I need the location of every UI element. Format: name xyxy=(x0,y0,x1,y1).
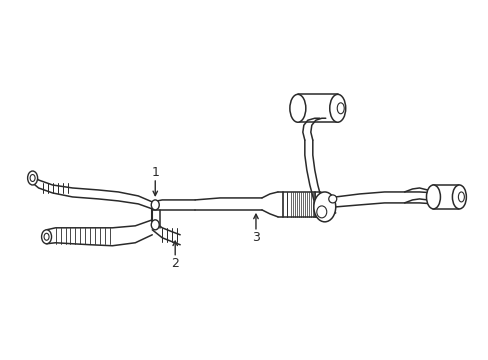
Ellipse shape xyxy=(289,94,305,122)
Ellipse shape xyxy=(44,233,49,240)
Ellipse shape xyxy=(451,185,466,209)
Ellipse shape xyxy=(337,103,344,114)
Ellipse shape xyxy=(30,175,35,181)
Ellipse shape xyxy=(41,230,51,244)
Ellipse shape xyxy=(313,192,335,222)
Ellipse shape xyxy=(457,192,464,202)
Circle shape xyxy=(328,195,336,203)
Text: 2: 2 xyxy=(171,257,179,270)
Ellipse shape xyxy=(426,185,440,209)
Ellipse shape xyxy=(329,94,345,122)
Ellipse shape xyxy=(27,171,38,185)
Text: 1: 1 xyxy=(151,166,159,179)
Ellipse shape xyxy=(151,200,159,210)
Text: 3: 3 xyxy=(251,231,260,244)
Ellipse shape xyxy=(316,206,326,218)
Ellipse shape xyxy=(151,220,159,230)
